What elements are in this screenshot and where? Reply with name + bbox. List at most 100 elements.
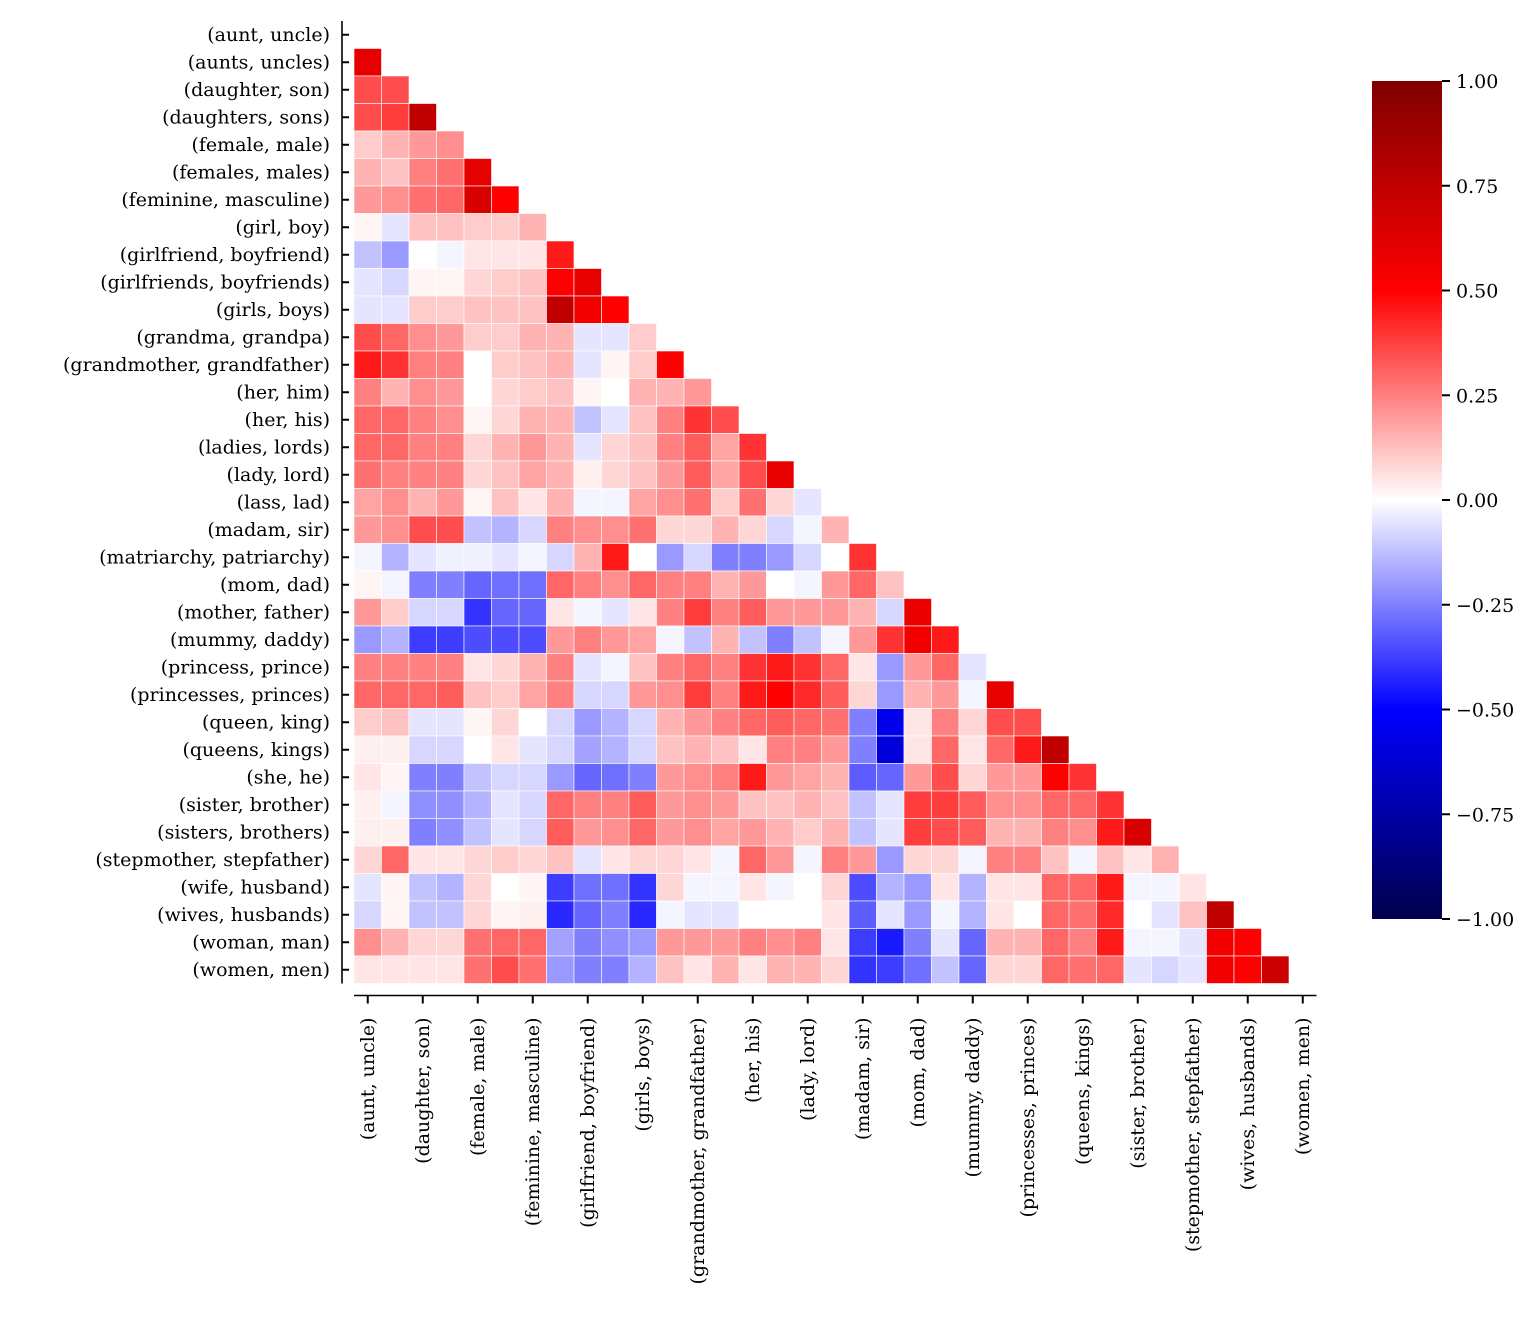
heatmap-cell: [738, 460, 767, 489]
heatmap-cell: [601, 708, 630, 737]
heatmap-cell: [683, 708, 712, 737]
heatmap-cell: [436, 845, 465, 874]
heatmap-cell: [573, 570, 602, 599]
heatmap-cell: [821, 763, 850, 792]
heatmap-cell: [463, 405, 492, 434]
heatmap-cell: [381, 240, 410, 269]
heatmap-cell: [958, 845, 987, 874]
heatmap-cell: [518, 708, 547, 737]
heatmap-cell: [601, 433, 630, 462]
heatmap-cell: [931, 735, 960, 764]
heatmap-cell: [821, 708, 850, 737]
heatmap-cell: [463, 213, 492, 242]
colorbar-tick-label: −0.50: [1456, 700, 1514, 722]
x-tick-label: (mummy, daddy): [962, 1018, 984, 1178]
heatmap-cell: [821, 818, 850, 847]
x-tick-label: (queens, kings): [1072, 1018, 1094, 1166]
heatmap-cell: [601, 598, 630, 627]
heatmap-cell: [1206, 928, 1235, 957]
heatmap-cell: [903, 735, 932, 764]
heatmap-cell: [766, 735, 795, 764]
x-tick-label: (aunt, uncle): [357, 1018, 379, 1141]
y-tick-label: (daughter, son): [184, 79, 330, 101]
heatmap-cell: [381, 653, 410, 682]
heatmap-cell: [1123, 818, 1152, 847]
heatmap-cell: [628, 543, 657, 572]
heatmap-cell: [656, 378, 685, 407]
heatmap-cell: [546, 928, 575, 957]
heatmap-cell: [628, 708, 657, 737]
heatmap-cell: [353, 323, 382, 352]
heatmap-cell: [546, 515, 575, 544]
heatmap-cell: [793, 515, 822, 544]
heatmap-cell: [408, 240, 437, 269]
heatmap-cell: [793, 625, 822, 654]
heatmap-cell: [381, 873, 410, 902]
heatmap-cell: [518, 735, 547, 764]
heatmap-cell: [463, 928, 492, 957]
heatmap-cell: [463, 185, 492, 214]
heatmap-cell: [711, 735, 740, 764]
heatmap-cell: [436, 873, 465, 902]
heatmap-cell: [738, 763, 767, 792]
heatmap-cell: [491, 680, 520, 709]
heatmap-cell: [491, 378, 520, 407]
heatmap-cell: [766, 598, 795, 627]
heatmap-cell: [931, 763, 960, 792]
heatmap-cell: [491, 350, 520, 379]
heatmap-cell: [573, 763, 602, 792]
heatmap-cell: [546, 323, 575, 352]
heatmap-cell: [848, 570, 877, 599]
heatmap-cell: [793, 680, 822, 709]
heatmap-cell: [546, 570, 575, 599]
heatmap-cell: [491, 900, 520, 929]
colorbar: 1.00 0.75 0.50 0.25 0.00 −0.25 −0.50 −0.75 −1.00: [1372, 71, 1514, 931]
heatmap-cell: [656, 598, 685, 627]
y-tick-label: (wife, husband): [180, 876, 330, 898]
heatmap-cell: [1178, 900, 1207, 929]
heatmap-cell: [381, 790, 410, 819]
heatmap-cell: [1013, 735, 1042, 764]
heatmap-cell: [848, 818, 877, 847]
heatmap-cell: [793, 735, 822, 764]
heatmap-cell: [546, 955, 575, 984]
heatmap-cell: [408, 818, 437, 847]
heatmap-cell: [848, 763, 877, 792]
heatmap-cell: [1013, 928, 1042, 957]
heatmap-cell: [546, 268, 575, 297]
y-axis: (aunt, uncle) (aunts, uncles) (daughter, s…: [63, 21, 349, 984]
heatmap-cell: [958, 735, 987, 764]
heatmap-cell: [463, 378, 492, 407]
heatmap-cell: [518, 350, 547, 379]
heatmap-cell: [876, 680, 905, 709]
heatmap-cell: [408, 735, 437, 764]
heatmap-cell: [683, 653, 712, 682]
heatmap-cell: [738, 873, 767, 902]
heatmap-cell: [793, 653, 822, 682]
heatmap-cell: [821, 625, 850, 654]
heatmap-cell: [1068, 873, 1097, 902]
heatmap-cell: [738, 955, 767, 984]
heatmap-cell: [601, 515, 630, 544]
heatmap-cell: [903, 680, 932, 709]
heatmap-cell: [628, 378, 657, 407]
heatmap-cell: [491, 433, 520, 462]
heatmap-cell: [958, 680, 987, 709]
heatmap-cell: [656, 900, 685, 929]
heatmap-cell: [491, 295, 520, 324]
heatmap-cell: [491, 570, 520, 599]
heatmap-cell: [353, 433, 382, 462]
heatmap-cell: [986, 873, 1015, 902]
heatmap-cell: [546, 818, 575, 847]
heatmap-cell: [491, 845, 520, 874]
heatmap-cell: [518, 378, 547, 407]
heatmap-cell: [408, 790, 437, 819]
heatmap-cell: [463, 460, 492, 489]
heatmap-cell: [491, 928, 520, 957]
heatmap-cell: [903, 928, 932, 957]
heatmap-cell: [546, 433, 575, 462]
heatmap-cell: [628, 515, 657, 544]
heatmap-cell: [1013, 763, 1042, 792]
heatmap-cell: [601, 405, 630, 434]
heatmap-cell: [546, 240, 575, 269]
